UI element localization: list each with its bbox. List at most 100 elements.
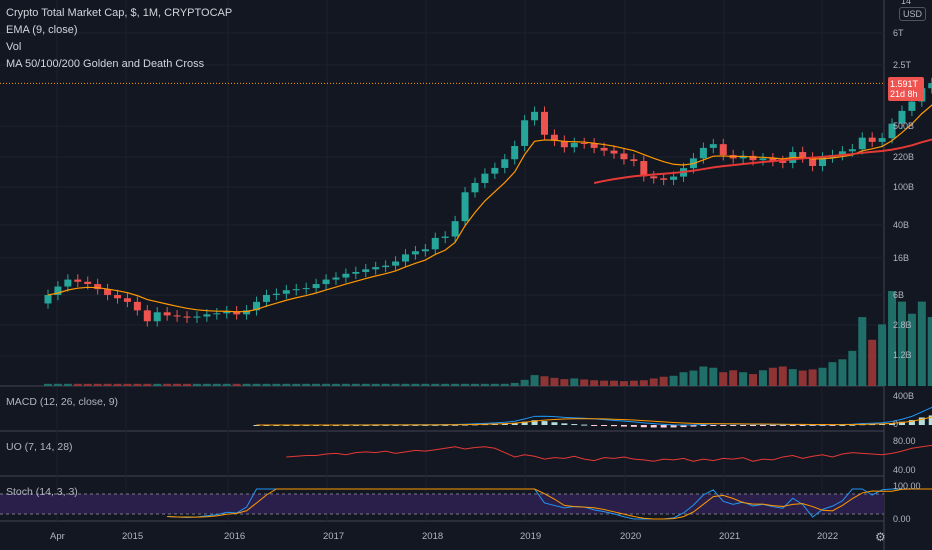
macd-hist-bar [889, 423, 896, 425]
volume-bar [232, 383, 241, 386]
macd-hist-bar [759, 425, 766, 426]
macd-hist-bar [571, 424, 578, 426]
candle-body [570, 142, 578, 148]
macd-hist-bar [511, 423, 518, 425]
price-tick-2-5t: 2.5T [893, 60, 912, 70]
macd-hist-bar [849, 424, 856, 426]
macd-hist-bar [422, 424, 429, 426]
volume-bar [858, 317, 867, 386]
volume-bar [401, 383, 410, 386]
macd-hist-bar [918, 417, 925, 425]
candle-body [292, 289, 300, 291]
macd-hist-bar [730, 425, 737, 426]
candle-body [521, 120, 529, 146]
candle-body [550, 134, 558, 141]
last-price-value: 1.591T [890, 79, 919, 89]
candle-body [44, 294, 52, 304]
volume-bar [252, 383, 261, 386]
price-tick-partial: 14 [901, 0, 912, 6]
candle-body [411, 251, 419, 255]
price-tick-2-8b: 2.8B [893, 320, 912, 330]
volume-bar [758, 370, 767, 386]
volume-bar [133, 383, 142, 386]
macd-hist-bar [581, 424, 588, 426]
vol-legend[interactable]: Vol [6, 41, 22, 53]
x-label-2015: 2015 [122, 531, 144, 542]
candle-body [620, 153, 628, 160]
volume-bar [838, 359, 847, 386]
candle-body [203, 314, 211, 317]
macd-tick-400b: 400B [893, 391, 915, 401]
last-price-tag: 1.591T 21d 8h [888, 77, 924, 101]
macd-hist-bar [650, 425, 657, 428]
x-label-2021: 2021 [719, 531, 741, 542]
candle-body [650, 176, 658, 179]
macd-hist-bar [908, 420, 915, 425]
price-tick-100b: 100B [893, 182, 915, 192]
uo-legend[interactable]: UO (7, 14, 28) [6, 441, 73, 453]
volume-bar [699, 366, 708, 386]
candle-body [461, 192, 469, 222]
volume-bar [768, 367, 777, 386]
candle-body [471, 182, 479, 193]
candle-body [501, 159, 509, 168]
stoch-legend[interactable]: Stoch (14, 3, 3) [6, 486, 78, 498]
volume-bar [183, 383, 192, 386]
candle-body [104, 289, 112, 295]
candle-body [362, 269, 370, 272]
ma-line [593, 138, 932, 185]
volume-bar [729, 370, 738, 386]
settings-gear-icon[interactable]: ⚙ [875, 530, 886, 544]
volume-bar [739, 372, 748, 386]
volume-bar [302, 383, 311, 386]
ma-legend[interactable]: MA 50/100/200 Golden and Death Cross [6, 58, 205, 70]
macd-hist-bar [253, 424, 260, 426]
candle-body [223, 311, 231, 314]
price-tick-1-2b: 1.2B [893, 350, 912, 360]
candle-body [401, 254, 409, 262]
macd-hist-bar [591, 425, 598, 426]
volume-bar [361, 383, 370, 386]
macd-hist-bar [829, 425, 836, 426]
macd-hist-bar [898, 421, 905, 425]
volume-bar [341, 383, 350, 386]
candle-body [670, 176, 678, 180]
volume-bar [778, 366, 787, 386]
price-tick-6b: 6B [893, 290, 905, 300]
macd-legend[interactable]: MACD (12, 26, close, 9) [6, 396, 119, 408]
volume-bar [709, 367, 718, 386]
candle-body [114, 294, 122, 299]
price-tick-40b: 40B [893, 220, 910, 230]
volume-bar [322, 383, 331, 386]
volume-bar [461, 383, 470, 386]
ema-legend[interactable]: EMA (9, close) [6, 24, 78, 36]
volume-bar [610, 380, 619, 386]
macd-hist-bar [740, 425, 747, 426]
currency-button[interactable]: USD [899, 7, 927, 21]
candle-body [809, 157, 817, 166]
candle-body [94, 284, 102, 290]
candle-body [282, 290, 290, 294]
candle-body [759, 158, 767, 161]
candle-body [163, 312, 171, 316]
volume-bar [689, 370, 698, 386]
price-tick-220b: 220B [893, 152, 915, 162]
candle-body [173, 315, 181, 317]
volume-bar [749, 374, 758, 386]
macd-hist-bar [551, 422, 558, 425]
candle-body [372, 267, 380, 270]
volume-bar [927, 317, 932, 386]
macd-hist-bar [789, 425, 796, 426]
volume-bar [878, 324, 887, 386]
macd-hist-bar [660, 425, 667, 428]
volume-bar [808, 369, 817, 386]
candle-body [660, 178, 668, 180]
candle-body [481, 173, 489, 183]
macd-hist-bar [750, 425, 757, 426]
candle-body [779, 161, 787, 163]
candle-body [491, 167, 499, 174]
macd-hist-bar [432, 424, 439, 426]
volume-bar [411, 383, 420, 386]
volume-bar [907, 313, 916, 386]
